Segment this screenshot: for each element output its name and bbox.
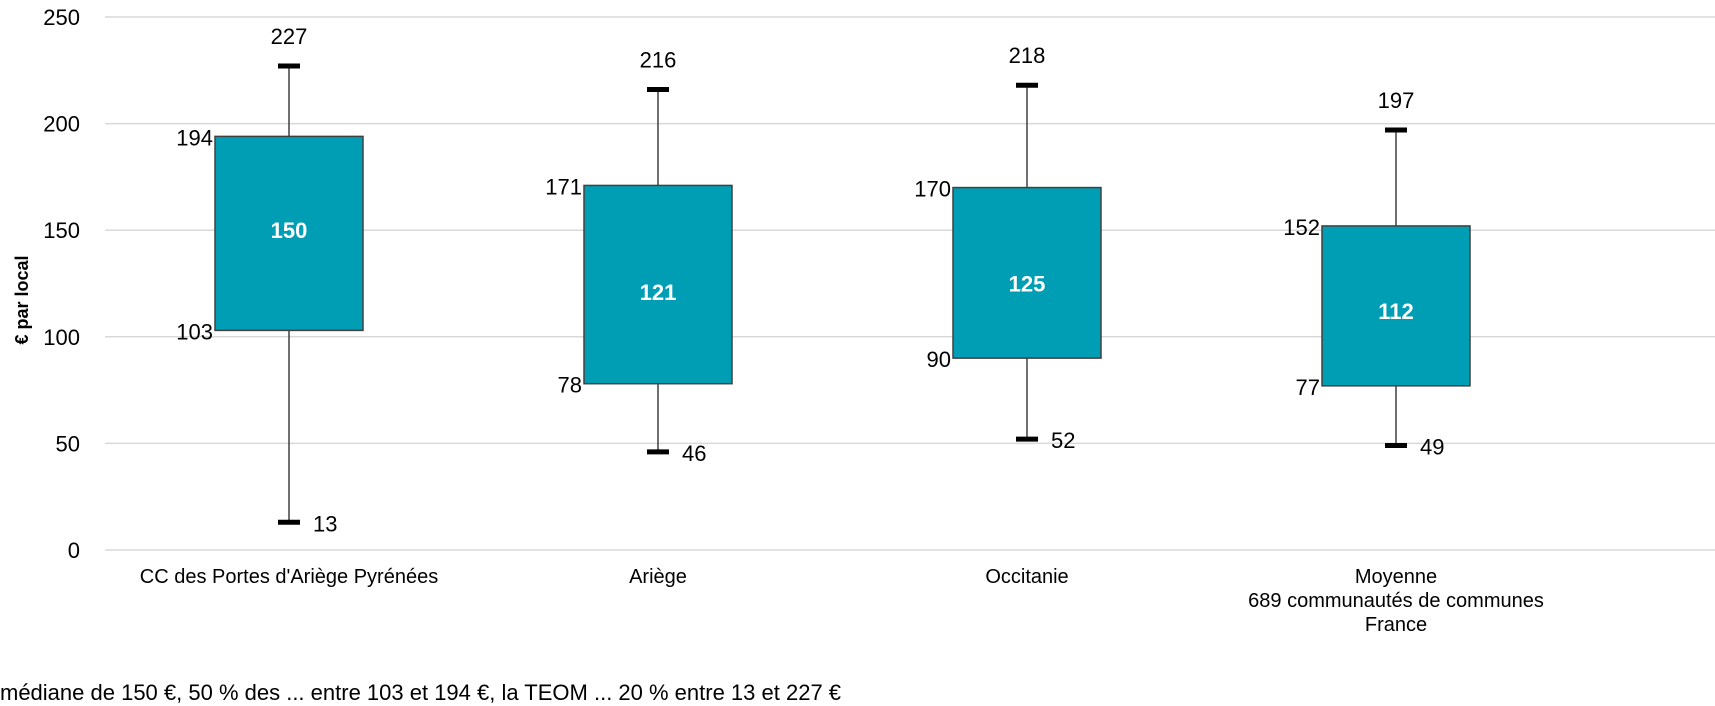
y-tick-label: 0: [68, 538, 80, 563]
max-label: 197: [1378, 88, 1415, 113]
max-label: 227: [271, 24, 308, 49]
category-label: Ariège: [629, 566, 687, 588]
y-axis-label: € par local: [12, 255, 32, 344]
q3-label: 170: [914, 177, 951, 202]
iqr-box: [583, 184, 733, 385]
q3-label: 194: [176, 125, 213, 150]
boxes: 227 13 194 103 150 216 46 171 78 121 218 52 170 90 125…: [176, 24, 1471, 536]
min-label: 52: [1051, 428, 1075, 453]
category-label-line: Moyenne: [1355, 566, 1437, 588]
q1-label: 77: [1296, 375, 1320, 400]
iqr-box: [1321, 225, 1471, 387]
category-label: CC des Portes d'Ariège Pyrénées: [140, 566, 438, 588]
box-group: 227 13 194 103 150: [176, 24, 364, 536]
median-label: 121: [640, 280, 677, 305]
q1-label: 78: [558, 373, 582, 398]
footnote: médiane de 150 €, 50 % des ... entre 103…: [0, 680, 842, 705]
q3-label: 152: [1283, 215, 1320, 240]
category-label-line: Ariège: [629, 566, 687, 588]
q3-label: 171: [545, 174, 582, 199]
max-label: 218: [1009, 43, 1046, 68]
category-label: Moyenne 689 communautés de communes France: [1248, 566, 1544, 636]
box-group: 218 52 170 90 125: [914, 43, 1102, 453]
max-label: 216: [640, 47, 677, 72]
category-label: Occitanie: [985, 566, 1068, 588]
median-label: 150: [271, 218, 308, 243]
q1-label: 103: [176, 319, 213, 344]
category-label-line: 689 communautés de communes: [1248, 590, 1544, 612]
min-label: 49: [1420, 435, 1444, 460]
y-tick-label: 250: [43, 5, 80, 30]
y-tick-label: 50: [56, 431, 80, 456]
min-label: 46: [682, 441, 706, 466]
category-label-line: France: [1365, 614, 1427, 636]
median-label: 125: [1009, 272, 1046, 297]
median-label: 112: [1378, 299, 1414, 324]
category-label-line: Occitanie: [985, 566, 1068, 588]
y-tick-label: 100: [43, 325, 80, 350]
box-group: 216 46 171 78 121: [545, 47, 733, 466]
iqr-box: [952, 186, 1102, 359]
gridlines: [105, 16, 1715, 551]
y-tick-label: 150: [43, 218, 80, 243]
y-tick-label: 200: [43, 112, 80, 137]
y-axis-ticks: 0 50 100 150 200 250: [43, 5, 80, 563]
q1-label: 90: [927, 347, 951, 372]
iqr-box: [214, 135, 364, 332]
category-labels: CC des Portes d'Ariège Pyrénées Ariège Occ…: [140, 566, 1544, 636]
category-label-line: CC des Portes d'Ariège Pyrénées: [140, 566, 438, 588]
box-group: 197 49 152 77 112: [1283, 88, 1471, 460]
min-label: 13: [313, 511, 337, 536]
